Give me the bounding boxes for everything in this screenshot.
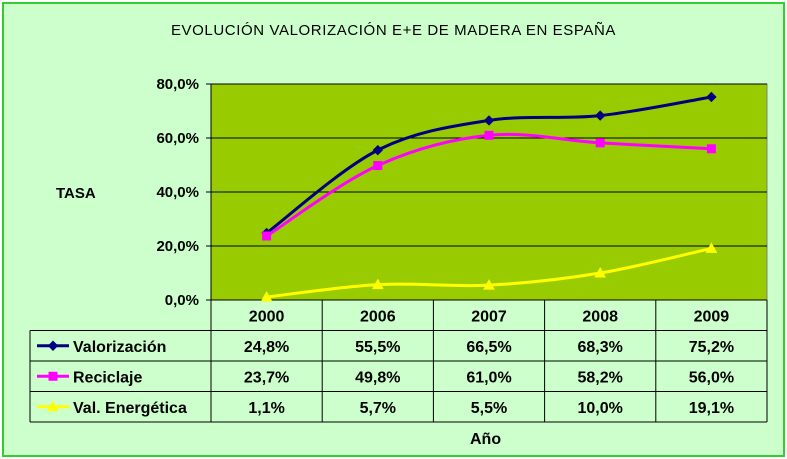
chart-title: EVOLUCIÓN VALORIZACIÓN E+E DE MADERA EN … xyxy=(170,22,617,39)
data-label-val-energetica: 5,7% xyxy=(360,400,396,417)
data-point-reciclaje xyxy=(373,161,383,171)
data-point-valorizacion xyxy=(706,91,717,103)
data-point-val-energetica xyxy=(594,266,607,278)
category-label: 2006 xyxy=(360,308,396,325)
legend-marker-val-energetica xyxy=(47,400,59,412)
data-label-reciclaje: 58,2% xyxy=(578,369,623,386)
data-label-reciclaje: 61,0% xyxy=(466,369,511,386)
data-label-val-energetica: 1,1% xyxy=(248,400,284,417)
data-label-val-energetica: 5,5% xyxy=(471,400,507,417)
data-point-reciclaje xyxy=(262,231,272,241)
data-point-val-energetica xyxy=(705,242,718,253)
data-label-valorizacion: 68,3% xyxy=(578,339,623,356)
x-axis-label: Año xyxy=(470,431,502,448)
y-tick-label: 0,0% xyxy=(165,292,199,309)
data-label-valorizacion: 75,2% xyxy=(689,339,734,356)
category-label: 2000 xyxy=(249,308,285,325)
data-point-reciclaje xyxy=(706,144,716,154)
data-label-val-energetica: 19,1% xyxy=(689,400,734,417)
legend-label-val-energetica: Val. Energética xyxy=(73,400,187,417)
data-label-valorizacion: 55,5% xyxy=(355,339,400,356)
y-tick-label: 20,0% xyxy=(156,238,199,255)
data-label-reciclaje: 49,8% xyxy=(355,369,400,386)
category-label: 2008 xyxy=(582,308,618,325)
legend-marker-valorizacion xyxy=(47,340,59,351)
data-point-valorizacion xyxy=(594,110,606,121)
data-point-valorizacion xyxy=(483,115,495,126)
y-tick-label: 80,0% xyxy=(156,76,199,93)
data-point-reciclaje xyxy=(484,130,494,140)
category-label: 2007 xyxy=(471,308,507,325)
data-point-reciclaje xyxy=(595,138,605,148)
data-point-valorizacion xyxy=(372,144,384,156)
category-label: 2009 xyxy=(694,308,730,325)
y-tick-label: 60,0% xyxy=(156,130,199,147)
data-label-reciclaje: 23,7% xyxy=(244,369,289,386)
data-label-valorizacion: 66,5% xyxy=(466,339,511,356)
data-point-val-energetica xyxy=(260,291,273,302)
y-axis-label: TASA xyxy=(56,185,96,202)
legend-marker-reciclaje xyxy=(48,371,58,381)
data-point-val-energetica xyxy=(483,279,495,290)
data-label-valorizacion: 24,8% xyxy=(244,339,289,356)
data-label-reciclaje: 56,0% xyxy=(689,369,734,386)
data-point-val-energetica xyxy=(371,278,384,290)
legend-label-reciclaje: Reciclaje xyxy=(73,369,142,386)
y-tick-label: 40,0% xyxy=(156,184,199,201)
legend-label-valorizacion: Valorización xyxy=(73,339,166,356)
data-label-val-energetica: 10,0% xyxy=(578,400,623,417)
